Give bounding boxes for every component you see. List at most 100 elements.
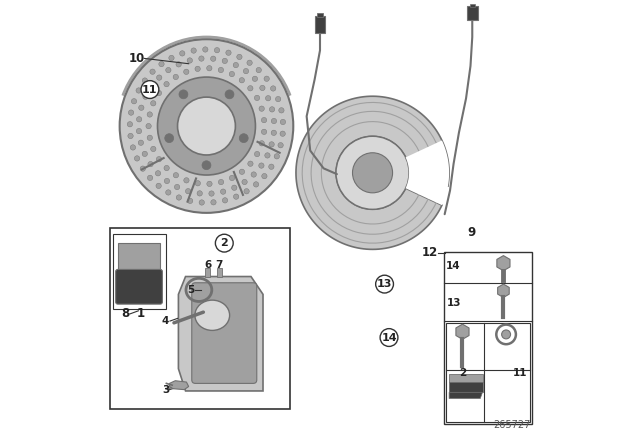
Circle shape [336,136,409,209]
Circle shape [142,151,147,156]
Circle shape [150,146,156,151]
Circle shape [169,55,174,60]
Circle shape [140,166,145,171]
Text: 2: 2 [220,238,228,248]
Circle shape [173,74,179,80]
Circle shape [199,56,204,61]
Circle shape [252,76,257,82]
Circle shape [139,105,144,110]
Circle shape [259,106,264,111]
Circle shape [275,96,281,102]
Circle shape [157,75,162,80]
Circle shape [203,47,208,52]
Circle shape [187,58,193,63]
Circle shape [271,86,276,91]
Circle shape [244,189,249,194]
Circle shape [278,142,284,148]
Circle shape [237,54,242,60]
Circle shape [136,129,141,134]
Circle shape [134,156,140,161]
Text: 8: 8 [122,307,129,320]
Circle shape [150,69,156,74]
Ellipse shape [195,300,230,331]
Circle shape [380,329,398,346]
Circle shape [280,119,285,125]
Polygon shape [406,140,449,205]
Text: 13: 13 [446,298,461,308]
Circle shape [502,330,511,339]
Circle shape [229,175,235,181]
Bar [317,13,323,17]
Circle shape [184,178,189,183]
Circle shape [195,66,200,72]
Circle shape [239,78,244,83]
Circle shape [150,101,156,106]
Bar [470,4,475,7]
Circle shape [156,171,161,176]
Circle shape [156,90,161,96]
Polygon shape [179,276,263,391]
Circle shape [176,195,182,200]
Polygon shape [296,96,449,250]
Circle shape [195,181,200,186]
Circle shape [173,172,179,178]
FancyBboxPatch shape [446,323,530,422]
Circle shape [274,154,280,159]
Circle shape [131,145,136,150]
Circle shape [166,190,171,195]
Bar [205,267,211,277]
Bar [467,6,477,20]
Circle shape [222,198,228,203]
Circle shape [259,141,264,146]
FancyBboxPatch shape [113,234,166,310]
Circle shape [202,161,211,170]
Circle shape [191,48,196,53]
Text: 10: 10 [129,52,145,65]
Circle shape [243,69,249,74]
Circle shape [279,108,284,113]
Circle shape [220,189,226,194]
Circle shape [197,191,202,196]
Circle shape [166,68,171,73]
Circle shape [207,65,212,71]
Circle shape [207,181,212,186]
Circle shape [261,129,267,134]
Circle shape [129,110,134,115]
Circle shape [184,69,189,74]
Circle shape [176,62,181,67]
Text: 2: 2 [459,368,466,378]
Circle shape [164,82,169,87]
Circle shape [136,116,142,122]
Circle shape [175,184,180,190]
Circle shape [147,112,152,117]
Circle shape [251,172,257,177]
Text: 11: 11 [513,368,527,378]
Text: 12: 12 [421,246,438,259]
FancyBboxPatch shape [444,252,532,424]
Circle shape [222,58,227,64]
FancyBboxPatch shape [449,383,483,392]
Circle shape [177,97,236,155]
Circle shape [216,234,233,252]
Circle shape [138,140,143,146]
Circle shape [253,182,259,187]
Circle shape [226,50,231,56]
Text: 265727: 265727 [493,420,530,430]
Circle shape [214,47,220,53]
Circle shape [242,179,247,185]
Circle shape [259,163,264,168]
Circle shape [179,90,188,99]
Circle shape [260,85,265,90]
Circle shape [159,61,164,67]
Circle shape [164,178,170,184]
Circle shape [156,156,162,162]
Circle shape [218,67,223,73]
Text: 13: 13 [377,279,392,289]
Polygon shape [449,392,483,399]
Circle shape [218,179,224,185]
Circle shape [120,39,293,213]
Text: 5: 5 [188,285,195,295]
Circle shape [157,77,255,175]
Circle shape [262,173,267,179]
Circle shape [248,161,253,166]
